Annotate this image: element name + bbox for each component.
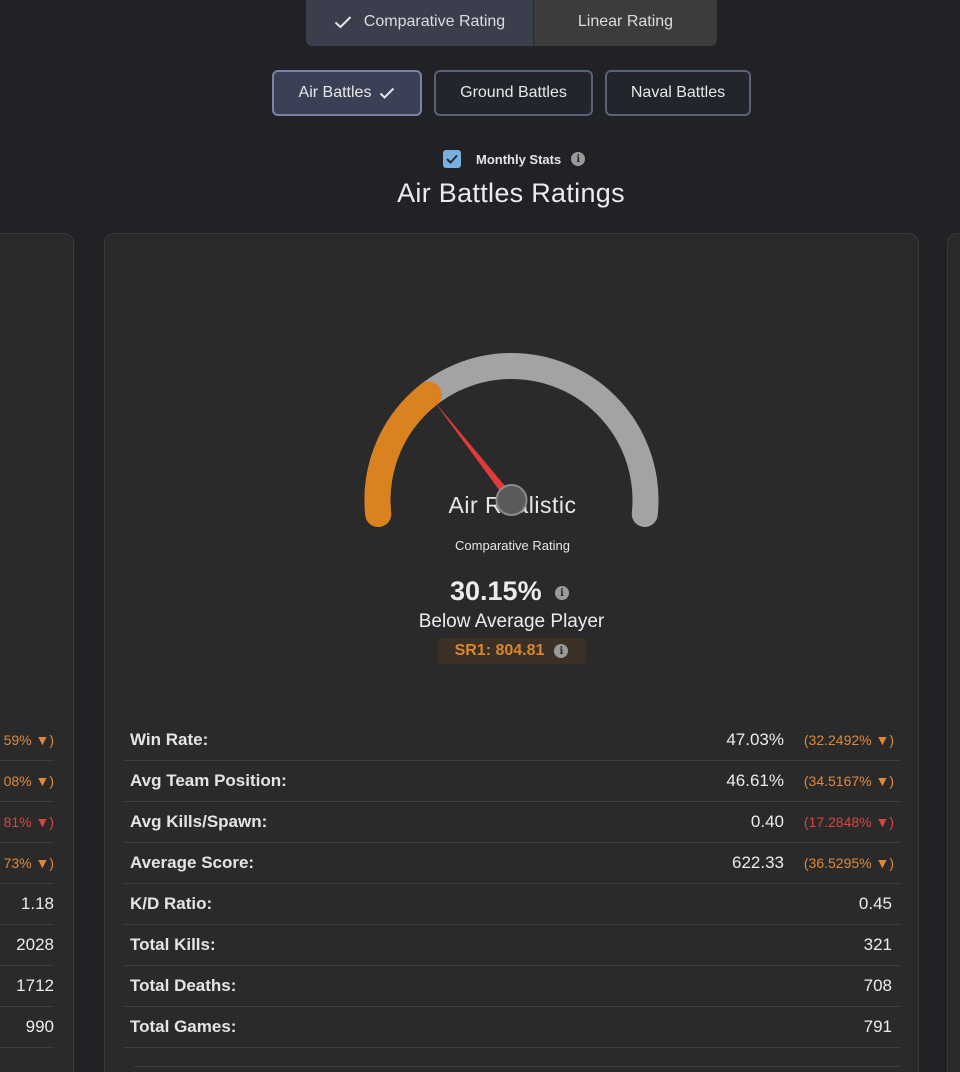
stat-label: Average Score: — [130, 853, 255, 872]
ground-battles-button[interactable]: Ground Battles — [434, 70, 593, 116]
info-icon[interactable]: i — [571, 152, 586, 166]
comparative-rating-label: Comparative Rating — [363, 13, 506, 30]
info-icon[interactable]: i — [554, 644, 569, 658]
stat-value: 622.33 — [732, 853, 784, 872]
gauge-fill — [364, 381, 442, 528]
stat-row: Average Score: 622.33 (36.5295% ▼) — [124, 843, 900, 884]
stat-delta: (17.2848% ▼) — [803, 814, 894, 830]
check-icon — [379, 87, 395, 99]
stat-value: 0.45 — [858, 894, 892, 913]
stat-delta: (36.5295% ▼) — [803, 855, 894, 871]
stat-label: Win Rate: — [130, 730, 209, 749]
stat-value: 708 — [863, 976, 892, 995]
monthly-stats-control: Monthly Stats i — [443, 150, 586, 168]
naval-battles-label: Naval Battles — [630, 84, 726, 101]
check-icon — [446, 154, 458, 164]
left-card-stats: 59% ▼) 08% ▼) 81% ▼) 73% ▼) 1.18 2028 1712 990 — [0, 720, 54, 1048]
ground-battles-label: Ground Battles — [460, 84, 567, 101]
stat-value: 0.40 — [750, 812, 784, 831]
stat-label: Total Deaths: — [130, 976, 237, 995]
left-stat-row: 08% ▼) — [0, 761, 54, 802]
stat-row: Total Kills: 321 — [124, 925, 900, 966]
stat-value: 46.61% — [726, 771, 784, 790]
card-subtitle: Comparative Rating — [455, 538, 570, 553]
sr-badge: SR1: 804.81 i — [437, 638, 586, 664]
stat-value: 47.03% — [726, 730, 784, 749]
stat-label: K/D Ratio: — [130, 894, 213, 913]
air-battles-label: Air Battles — [298, 84, 372, 101]
sr-value: SR1: 804.81 — [454, 642, 545, 659]
left-stat-row: 1712 — [0, 966, 54, 1007]
stat-label: Avg Team Position: — [130, 771, 287, 790]
left-stat-row: 2028 — [0, 925, 54, 966]
stat-row: Avg Kills/Spawn: 0.40 (17.2848% ▼) — [124, 802, 900, 843]
rating-type-toggle: Comparative Rating Linear Rating — [306, 0, 717, 46]
air-battles-button[interactable]: Air Battles — [272, 70, 422, 116]
stat-label: Total Kills: — [130, 935, 216, 954]
linear-rating-label: Linear Rating — [577, 13, 674, 30]
comparative-rating-button[interactable]: Comparative Rating — [306, 0, 533, 46]
monthly-stats-label: Monthly Stats — [476, 151, 562, 167]
rating-gauge — [364, 353, 659, 528]
left-stat-row: 1.18 — [0, 884, 54, 925]
stat-row: Avg Team Position: 46.61% (34.5167% ▼) — [124, 761, 900, 802]
left-rating-card — [0, 233, 74, 1072]
stat-row: Win Rate: 47.03% (32.2492% ▼) — [124, 720, 900, 761]
stats-table: Win Rate: 47.03% (32.2492% ▼) Avg Team Posi… — [124, 720, 900, 1048]
rating-status: Below Average Player — [418, 611, 605, 632]
stat-value: 791 — [863, 1017, 892, 1036]
stat-row: Total Deaths: 708 — [124, 966, 900, 1007]
stat-delta: (34.5167% ▼) — [803, 773, 894, 789]
stat-value: 321 — [863, 935, 892, 954]
linear-rating-button[interactable]: Linear Rating — [533, 0, 717, 46]
left-stat-row: 59% ▼) — [0, 720, 54, 761]
stat-delta: (32.2492% ▼) — [803, 732, 894, 748]
left-stat-row: 990 — [0, 1007, 54, 1048]
stat-row: Total Games: 791 — [124, 1007, 900, 1048]
rating-percent: 30.15% — [450, 576, 542, 606]
divider — [134, 1066, 900, 1067]
right-rating-card — [947, 233, 960, 1072]
stat-row: K/D Ratio: 0.45 — [124, 884, 900, 925]
naval-battles-button[interactable]: Naval Battles — [605, 70, 751, 116]
left-stat-row: 73% ▼) — [0, 843, 54, 884]
section-title: Air Battles Ratings — [397, 178, 625, 208]
stat-label: Avg Kills/Spawn: — [130, 812, 268, 831]
monthly-stats-checkbox[interactable] — [443, 150, 461, 168]
info-icon[interactable]: i — [555, 586, 569, 600]
gauge-needle — [432, 399, 515, 503]
stat-label: Total Games: — [130, 1017, 237, 1036]
left-stat-row: 81% ▼) — [0, 802, 54, 843]
check-icon — [334, 15, 352, 29]
gauge-hub — [495, 484, 528, 516]
